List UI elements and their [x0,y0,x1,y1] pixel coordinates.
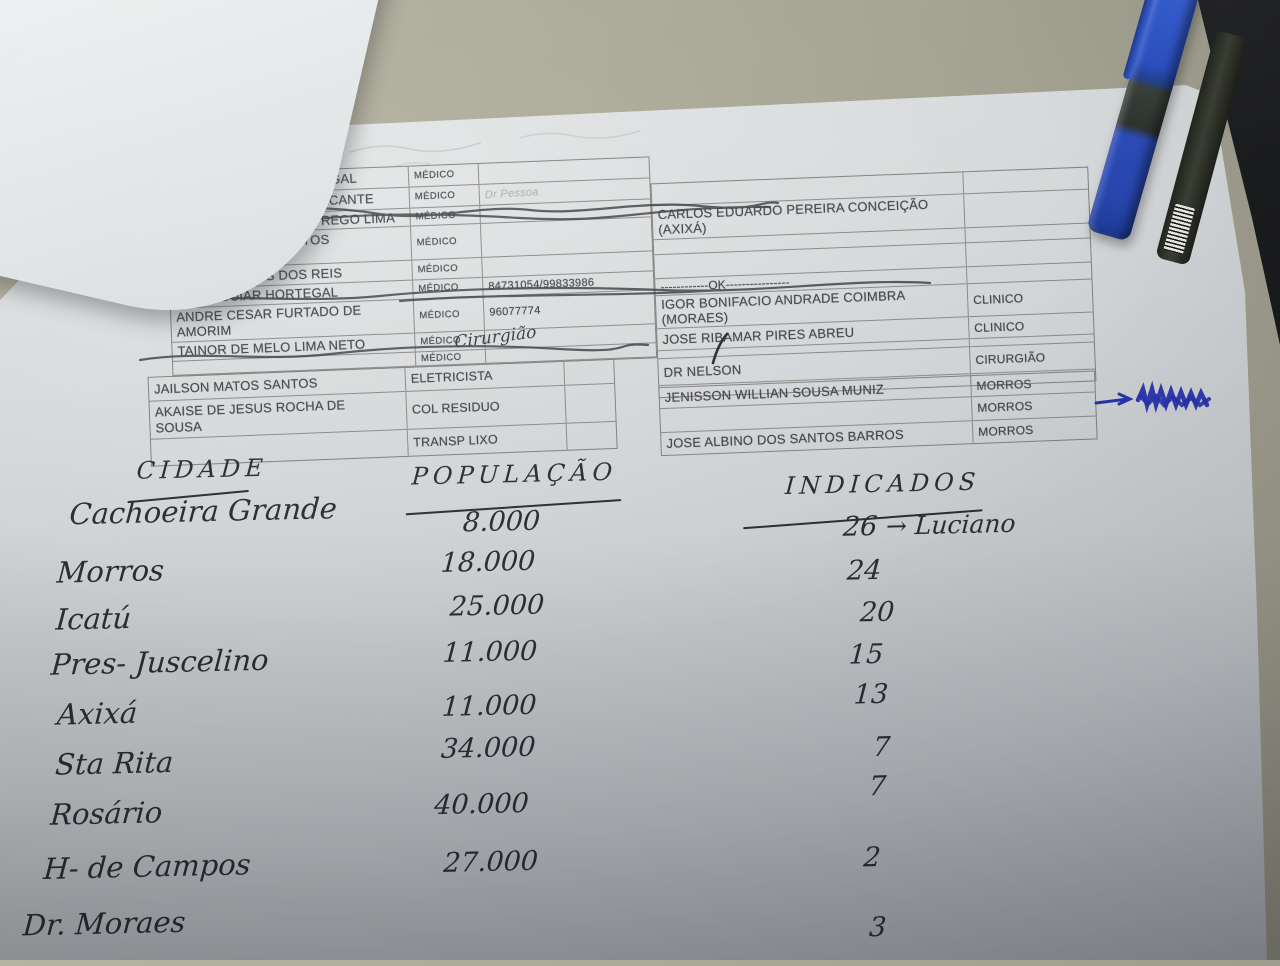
population-value: 40.000 [433,787,530,822]
barcode-sticker [1163,203,1196,256]
indicados-value: 3 [868,911,888,944]
city-name: H- de Campos [42,847,252,886]
indicados-value: 20 [858,596,896,629]
indicados-value: 2 [862,841,882,874]
city-name: Axixá [55,695,139,732]
indicados-value: 26 → Luciano [842,508,1017,543]
indicados-value: 15 [847,638,885,671]
city-name: Dr. Moraes [21,904,187,943]
population-value: 18.000 [439,545,537,579]
indicados-number: 26 [842,510,879,543]
city-name: Pres- Juscelino [49,642,270,682]
indicados-value: 7 [872,731,892,764]
indicados-annotation: → Luciano [885,508,1017,541]
city-name: Icatú [54,600,133,637]
column-header-cidade: CIDADE [135,453,269,485]
city-name: Morros [55,553,166,590]
indicados-value: 24 [846,554,883,587]
population-value: 27.000 [442,845,540,879]
indicados-value: 13 [852,678,890,711]
population-value: 25.000 [448,589,546,623]
city-name: Sta Rita [54,744,175,782]
city-name: Cachoeira Grande [68,491,338,532]
column-header-indicados: INDICADOS [784,467,982,501]
population-value: 11.000 [441,689,538,723]
indicados-value: 7 [867,770,888,803]
population-value: 11.000 [441,635,539,669]
column-header-populacao: POPULAÇÃO [410,457,619,491]
population-value: 34.000 [439,731,537,765]
city-name: Rosário [49,795,164,832]
population-value: 8.000 [461,505,542,539]
